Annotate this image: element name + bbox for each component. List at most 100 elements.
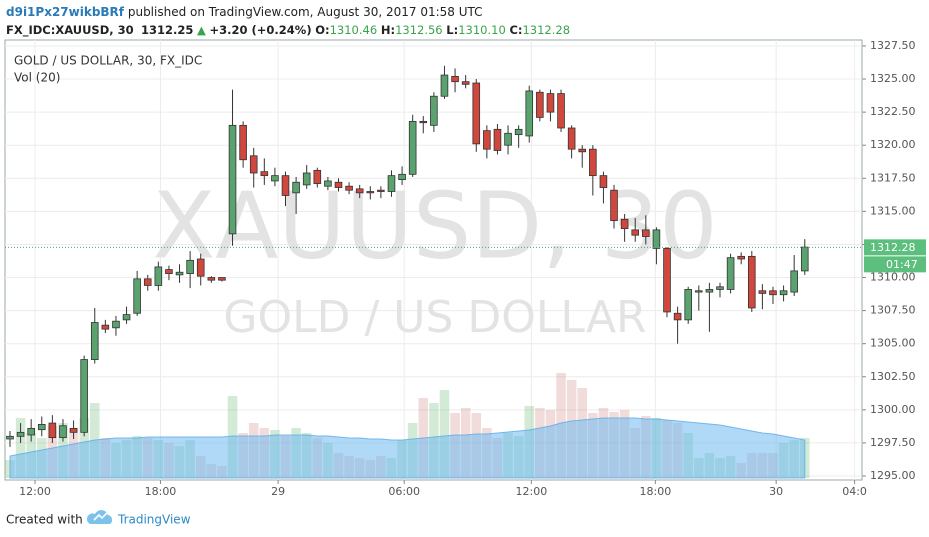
candle-body — [80, 359, 88, 433]
candle-body — [59, 425, 67, 439]
candle-body — [631, 229, 640, 236]
candle-body — [695, 290, 703, 293]
candle-body — [260, 171, 269, 177]
published: published on TradingView.com, August 30,… — [127, 5, 483, 19]
volume-bar — [15, 418, 26, 478]
candle-body — [483, 130, 491, 150]
candle-body — [461, 81, 470, 85]
volume-pane — [5, 373, 810, 479]
candle-body — [133, 278, 141, 314]
footer-created: Created with — [6, 513, 83, 527]
candle-body — [642, 229, 650, 237]
candle-body — [673, 312, 682, 321]
chart-title: GOLD / US DOLLAR, 30, FX_IDC — [14, 54, 202, 68]
brand-logo-mark — [93, 512, 108, 521]
x-tick-label: 12:00 — [516, 485, 548, 498]
candle-body — [514, 128, 523, 136]
candle-body — [419, 120, 428, 124]
y-tick-label: 1315.00 — [870, 204, 916, 217]
brand-logo — [86, 510, 113, 524]
candle-body — [387, 175, 396, 192]
y-tick-label: 1300.00 — [870, 403, 916, 416]
candle-body — [747, 255, 756, 309]
candle-body — [122, 314, 131, 321]
watermark: XAUUSD, 30 — [152, 172, 717, 279]
candle-body — [408, 120, 417, 175]
candle-body — [398, 173, 406, 181]
candle-body — [779, 290, 788, 296]
y-tick-label: 1295.00 — [870, 469, 916, 482]
o-label: O: — [315, 23, 330, 37]
x-tick-label: 06:00 — [388, 485, 420, 498]
candle-body — [324, 180, 332, 187]
header: d9i1Px27wikbBRf published on TradingView… — [6, 3, 570, 39]
candle-body — [175, 271, 184, 276]
candle-body — [16, 431, 25, 437]
x-tick-label: 18:00 — [640, 485, 672, 498]
candle-body — [228, 124, 237, 235]
h-value: 1312.56 — [395, 23, 443, 37]
candle-body — [292, 181, 300, 194]
candle-body — [684, 289, 692, 321]
volume-bar — [439, 390, 450, 478]
y-tick-label: 1327.50 — [870, 39, 916, 52]
x-tick-label: 12:00 — [19, 485, 51, 498]
candle-body — [557, 93, 565, 129]
up-arrow: ▲ — [197, 23, 206, 37]
x-tick-label: 30 — [769, 485, 783, 498]
candle-body — [758, 290, 767, 294]
candle-body — [69, 427, 78, 433]
candle-body — [589, 148, 597, 177]
y-tick-label: 1317.50 — [870, 171, 916, 184]
x-tick-label: 29 — [271, 485, 285, 498]
y-tick-label: 1307.50 — [870, 304, 916, 317]
candle-body — [769, 290, 777, 296]
candle-body — [27, 427, 35, 436]
c-label: C: — [509, 23, 523, 37]
candle-body — [90, 322, 99, 360]
volume-ma-area — [9, 417, 806, 479]
candle-body — [536, 91, 544, 118]
candle-body — [737, 255, 745, 260]
watermark-subtitle: GOLD / US DOLLAR — [223, 292, 646, 343]
volume-legend: Vol (20) — [14, 71, 60, 85]
y-tick-label: 1322.50 — [870, 105, 916, 118]
candle-body — [345, 185, 353, 191]
x-tick-label: 18:00 — [145, 485, 177, 498]
candle-body — [154, 266, 163, 286]
x-tick-label: 04:0 — [842, 485, 867, 498]
candle-body — [504, 132, 512, 146]
candle-body — [313, 169, 322, 184]
candle-body — [112, 320, 120, 329]
candle-body — [716, 286, 724, 290]
author[interactable]: d9i1Px27wikbBRf — [6, 5, 125, 19]
candle-body — [186, 259, 194, 274]
candle-body — [355, 188, 364, 194]
y-tick-label: 1325.00 — [870, 72, 916, 85]
candle-body — [652, 229, 661, 249]
candle-body — [334, 181, 343, 188]
symbol: FX_IDC:XAUUSD, 30 — [6, 23, 134, 37]
axes: 1295.00 1297.50 1300.00 1302.50 1305.00 1307.… — [5, 39, 926, 498]
plot-frame — [4, 39, 863, 481]
l-value: 1310.10 — [458, 23, 506, 37]
candle-body — [377, 189, 385, 192]
y-tick-label: 1310.00 — [870, 271, 916, 284]
candle-body — [165, 269, 173, 274]
candle-body — [567, 127, 576, 150]
candle-body — [620, 218, 629, 229]
y-tick-label: 1320.00 — [870, 138, 916, 151]
h-label: H: — [380, 23, 396, 37]
footer-brand[interactable]: TradingView — [117, 513, 191, 527]
candle-body — [207, 277, 216, 281]
y-tick-label: 1297.50 — [870, 436, 916, 449]
candle-body — [599, 175, 608, 188]
candle-body — [37, 424, 46, 431]
countdown-box — [864, 256, 926, 273]
candle-body — [302, 172, 311, 186]
candle-body — [281, 175, 290, 196]
candle-body — [101, 324, 110, 330]
candles — [6, 65, 809, 447]
